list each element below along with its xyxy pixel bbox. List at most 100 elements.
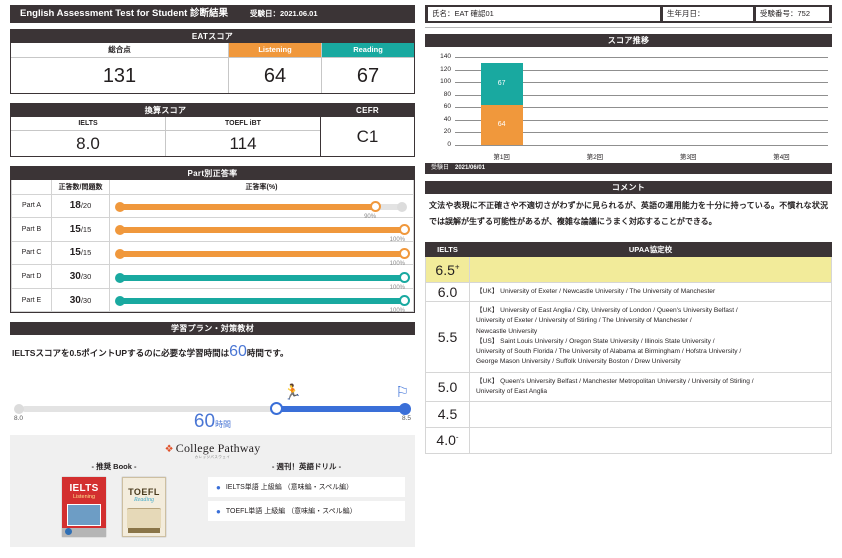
part-table-row: Part C 15/15 100%	[11, 240, 414, 267]
slider-max-label: 8.5	[401, 415, 411, 423]
bar-track: 100%	[115, 247, 410, 267]
book-cover-badge-icon	[65, 528, 72, 536]
part-accuracy-card: Part別正答率 正答数/問題数 正答率(%) Part A 18/20 90% Part…	[10, 166, 415, 315]
part-score: 30/30	[51, 264, 110, 289]
part-col-blank	[11, 180, 52, 195]
upaa-header-row: IELTS UPAA協定校	[425, 242, 832, 257]
study-plan-slider[interactable]: 🏃 ⚐ 8.0 8.5 60時間	[10, 367, 415, 432]
converted-subheader-row: IELTS TOEFL iBT	[11, 117, 320, 130]
plan-hours-value: 60	[229, 343, 247, 361]
brand-name: College Pathway	[175, 441, 261, 456]
book-cover-ielts[interactable]: IELTS Listening	[62, 477, 106, 538]
eat-listening-label: Listening	[229, 43, 322, 57]
part-rate-bar: 90%	[109, 193, 414, 220]
student-dob-field[interactable]: 生年月日：	[663, 7, 753, 21]
bar-percent-label: 100%	[389, 308, 405, 315]
part-rate-bar: 100%	[109, 217, 414, 243]
left-column: English Assessment Test for Student 診断結果…	[10, 0, 415, 548]
part-name: Part E	[11, 287, 52, 313]
part-rate-bar: 100%	[109, 240, 414, 267]
eat-listening-value: 64	[229, 58, 322, 93]
materials-columns: - 推奨 Book - IELTS Listening TOEFL Readin…	[20, 461, 405, 538]
bar-start-dot	[115, 272, 125, 283]
chart-x-tick-label: 第4回	[773, 154, 790, 161]
chart-gridline	[455, 69, 828, 71]
slider-hours-unit: 時間	[215, 420, 232, 430]
part-accuracy-header: Part別正答率	[11, 167, 414, 180]
upaa-school-list	[469, 256, 832, 283]
upaa-school-list: 【UK】 Queen's University Belfast / Manche…	[469, 371, 832, 402]
bar-fill	[116, 250, 405, 257]
toefl-label: TOEFL iBT	[225, 120, 261, 127]
upaa-school-line: University of East Anglia	[476, 387, 548, 395]
upaa-school-line: University of Exeter / University of Sti…	[476, 317, 692, 325]
divider	[425, 27, 832, 28]
recommended-books-column: - 推奨 Book - IELTS Listening TOEFL Readin…	[20, 461, 208, 538]
student-id-field[interactable]: 受験番号：752	[756, 7, 829, 21]
cefr-value: C1	[356, 127, 379, 146]
upaa-table-row: 6.0 【UK】 University of Exeter / Newcastle…	[425, 281, 832, 303]
bar-track: 100%	[115, 224, 410, 243]
chart-x-tick-label: 第3回	[679, 154, 697, 161]
chart-y-tick-label: 60	[443, 103, 451, 111]
bar-percent-label: 100%	[389, 237, 405, 244]
comment-text: 文法や表現に不正確さや不適切さがわずかに見られるが、英語の運用能力を十分に持って…	[429, 201, 828, 226]
upaa-band-score: 5.0	[425, 371, 470, 402]
chart-gridline	[455, 57, 828, 58]
bar-percent-label: 90%	[364, 213, 377, 220]
chart-footer: 受験日 2021/06/01	[425, 163, 832, 174]
student-info-bar: 氏名：EAT 確認01 生年月日： 受験番号：752	[425, 5, 832, 23]
bar-start-dot	[115, 201, 125, 212]
chart-y-tick-label: 20	[443, 128, 451, 136]
chart-footer-label: 受験日	[430, 165, 449, 171]
eat-score-subheader-row: 総合点 Listening Reading	[11, 43, 414, 57]
bar-start-dot	[115, 296, 125, 307]
plan-sentence-pre: IELTSスコアを0.5ポイントUPするのに必要な学習時間は	[12, 348, 230, 359]
chart-y-tick-label: 100	[440, 78, 451, 86]
part-table-header-row: 正答数/問題数 正答率(%)	[11, 180, 414, 195]
student-name-field[interactable]: 氏名：EAT 確認01	[428, 7, 660, 21]
slider-knob-end[interactable]	[399, 403, 411, 416]
score-trend-header: スコア推移	[425, 34, 832, 47]
cefr-card: CEFR C1	[320, 103, 415, 157]
ielts-value: 8.0	[11, 131, 166, 156]
chart-x-tick-label: 第2回	[586, 154, 604, 161]
bar-end-dot	[399, 224, 410, 236]
book-title: IELTS	[69, 483, 99, 495]
eat-score-card: EATスコア 総合点 Listening Reading 131 64 67	[10, 29, 415, 94]
book-cover-art	[67, 504, 101, 527]
chart-gridline	[455, 94, 828, 96]
part-table-row: Part A 18/20 90%	[11, 193, 414, 220]
drill-list-item[interactable]: ● TOEFL単語 上級編 （意味編・スペル編）	[208, 501, 405, 522]
chart-gridline	[455, 107, 828, 109]
slider-knob-current[interactable]	[270, 402, 284, 416]
upaa-partner-table: IELTS UPAA協定校 6.5+ 6.0 【UK】 University of …	[425, 242, 832, 454]
bar-fill	[116, 203, 377, 210]
upaa-school-list	[469, 426, 832, 454]
bar-fill	[116, 298, 405, 305]
drill-list-item[interactable]: ● IELTS単語 上級編 （意味編・スペル編）	[208, 477, 405, 498]
eat-total-value: 131	[11, 58, 229, 93]
book-cover-toefl[interactable]: TOEFL Reading	[122, 477, 166, 538]
upaa-band-score: 4.0-	[425, 426, 470, 454]
book-cover-art	[127, 508, 161, 529]
upaa-school-line: 【US】 Saint Louis University / Oregon Sta…	[476, 337, 715, 345]
recommended-books-title: - 推奨 Book -	[91, 462, 137, 472]
converted-value-row: 8.0 114	[11, 130, 320, 156]
right-column: 氏名：EAT 確認01 生年月日： 受験番号：752 スコア推移 0 20 40 60…	[425, 0, 832, 454]
part-table-row: Part D 30/30 100%	[11, 264, 414, 291]
eat-reading-label: Reading	[322, 43, 414, 57]
chart-bar-reading: 67	[480, 62, 523, 105]
brand-subtitle: カレッジパスウェイ	[194, 455, 231, 460]
upaa-school-line: George Mason University / Suffolk Univer…	[476, 358, 681, 366]
part-score: 15/15	[51, 217, 110, 242]
toefl-value: 114	[229, 134, 257, 153]
slider-knob-start[interactable]	[14, 404, 24, 415]
upaa-schools-header: UPAA協定校	[469, 242, 832, 257]
slider-track[interactable]	[14, 402, 411, 416]
plan-sentence-post: 時間です。	[246, 348, 289, 359]
slider-min-label: 8.0	[14, 415, 24, 423]
bar-end-dot	[399, 247, 410, 259]
weekly-drill-title: - 週刊！英語ドリル -	[271, 462, 342, 472]
